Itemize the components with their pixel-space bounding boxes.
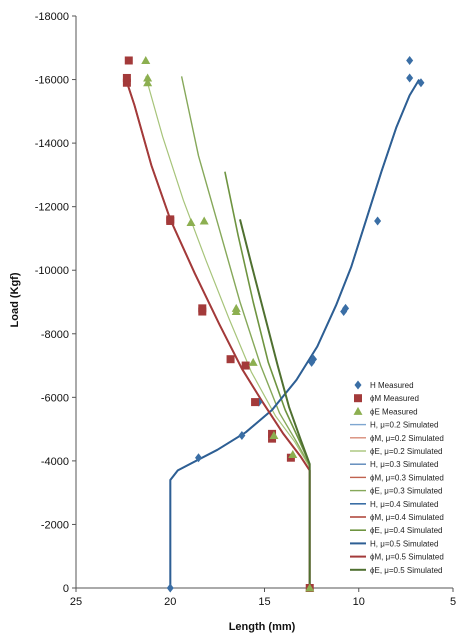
y-tick-label: -8000: [41, 329, 69, 341]
data-point-triangle: [288, 450, 298, 459]
series-line: [145, 76, 311, 588]
simulated-series: [124, 76, 420, 588]
legend-label: ϕE, μ=0.3 Simulated: [370, 487, 442, 496]
x-tick-label: 10: [353, 596, 365, 608]
data-point-square: [268, 429, 277, 438]
data-point-diamond: [374, 216, 382, 226]
legend-label: ϕE, μ=0.2 Simulated: [370, 447, 442, 456]
data-point-triangle: [143, 73, 153, 82]
data-point-diamond: [195, 453, 203, 463]
data-point-triangle: [231, 303, 241, 312]
data-point-triangle: [141, 55, 151, 64]
data-point-square: [241, 361, 250, 370]
legend-label: ϕM, μ=0.5 Simulated: [370, 553, 444, 562]
legend-label: H, μ=0.4 Simulated: [370, 500, 438, 509]
series-line: [169, 79, 420, 588]
legend-label: H, μ=0.2 Simulated: [370, 421, 438, 430]
data-point-square: [251, 398, 260, 407]
legend-label: H, μ=0.5 Simulated: [370, 539, 438, 548]
series-line: [124, 76, 311, 588]
y-tick-label: -16000: [35, 75, 69, 87]
data-point-square: [226, 355, 235, 364]
legend-label: ϕM, μ=0.4 Simulated: [370, 513, 444, 522]
series-line: [239, 219, 311, 588]
data-point-square: [166, 215, 175, 224]
legend-label: H Measured: [370, 381, 414, 390]
data-point-diamond: [310, 354, 318, 364]
legend-label: ϕE Measured: [370, 407, 418, 416]
measured-markers: [122, 55, 425, 593]
series-line: [180, 76, 311, 588]
legend-label: ϕE, μ=0.4 Simulated: [370, 526, 442, 535]
x-tick-label: 25: [70, 596, 82, 608]
series-line: [169, 79, 420, 588]
data-point-diamond: [238, 430, 246, 440]
data-point-triangle: [305, 583, 315, 592]
series-line: [124, 76, 311, 588]
data-point-square: [198, 304, 207, 313]
y-tick-label: -6000: [41, 392, 69, 404]
data-point-triangle: [199, 216, 209, 225]
legend-label: H, μ=0.3 Simulated: [370, 460, 438, 469]
series-line: [169, 79, 420, 588]
y-tick-label: -14000: [35, 138, 69, 150]
series-line: [169, 79, 420, 588]
data-point-diamond: [406, 73, 414, 83]
y-tick-label: -18000: [35, 11, 69, 23]
x-tick-label: 5: [450, 596, 456, 608]
legend-label: ϕE, μ=0.5 Simulated: [370, 566, 442, 575]
legend-label: ϕM, μ=0.2 Simulated: [370, 434, 444, 443]
data-point-triangle: [353, 406, 363, 415]
y-tick-label: -12000: [35, 202, 69, 214]
data-point-diamond: [406, 55, 414, 65]
series-line: [124, 76, 311, 588]
y-tick-label: -4000: [41, 456, 69, 468]
data-point-diamond: [417, 78, 425, 88]
data-point-square: [354, 394, 362, 403]
legend-label: ϕM, μ=0.3 Simulated: [370, 473, 444, 482]
data-point-square: [122, 78, 131, 87]
data-point-diamond: [354, 380, 362, 390]
data-point-triangle: [248, 357, 258, 366]
data-point-diamond: [166, 583, 174, 593]
data-point-triangle: [186, 218, 196, 227]
data-point-triangle: [269, 430, 279, 439]
data-point-square: [124, 56, 133, 65]
legend: H Measured ϕM Measured ϕE Measured H, μ=0.2…: [350, 380, 444, 575]
x-tick-label: 20: [164, 596, 176, 608]
y-tick-label: 0: [63, 583, 69, 595]
axes: 0 -2000 -4000 -6000 -8000 -10000 -12000 -14000 -…: [35, 11, 456, 608]
legend-label: ϕM Measured: [370, 394, 419, 403]
data-point-diamond: [342, 303, 350, 313]
y-axis-title: Load (Kgf): [9, 272, 21, 327]
y-tick-label: -2000: [41, 519, 69, 531]
x-tick-label: 15: [258, 596, 270, 608]
y-tick-label: -10000: [35, 265, 69, 277]
series-line: [124, 76, 311, 588]
x-axis-title: Length (mm): [229, 621, 296, 633]
data-point-square: [122, 73, 131, 82]
data-point-triangle: [143, 78, 153, 87]
